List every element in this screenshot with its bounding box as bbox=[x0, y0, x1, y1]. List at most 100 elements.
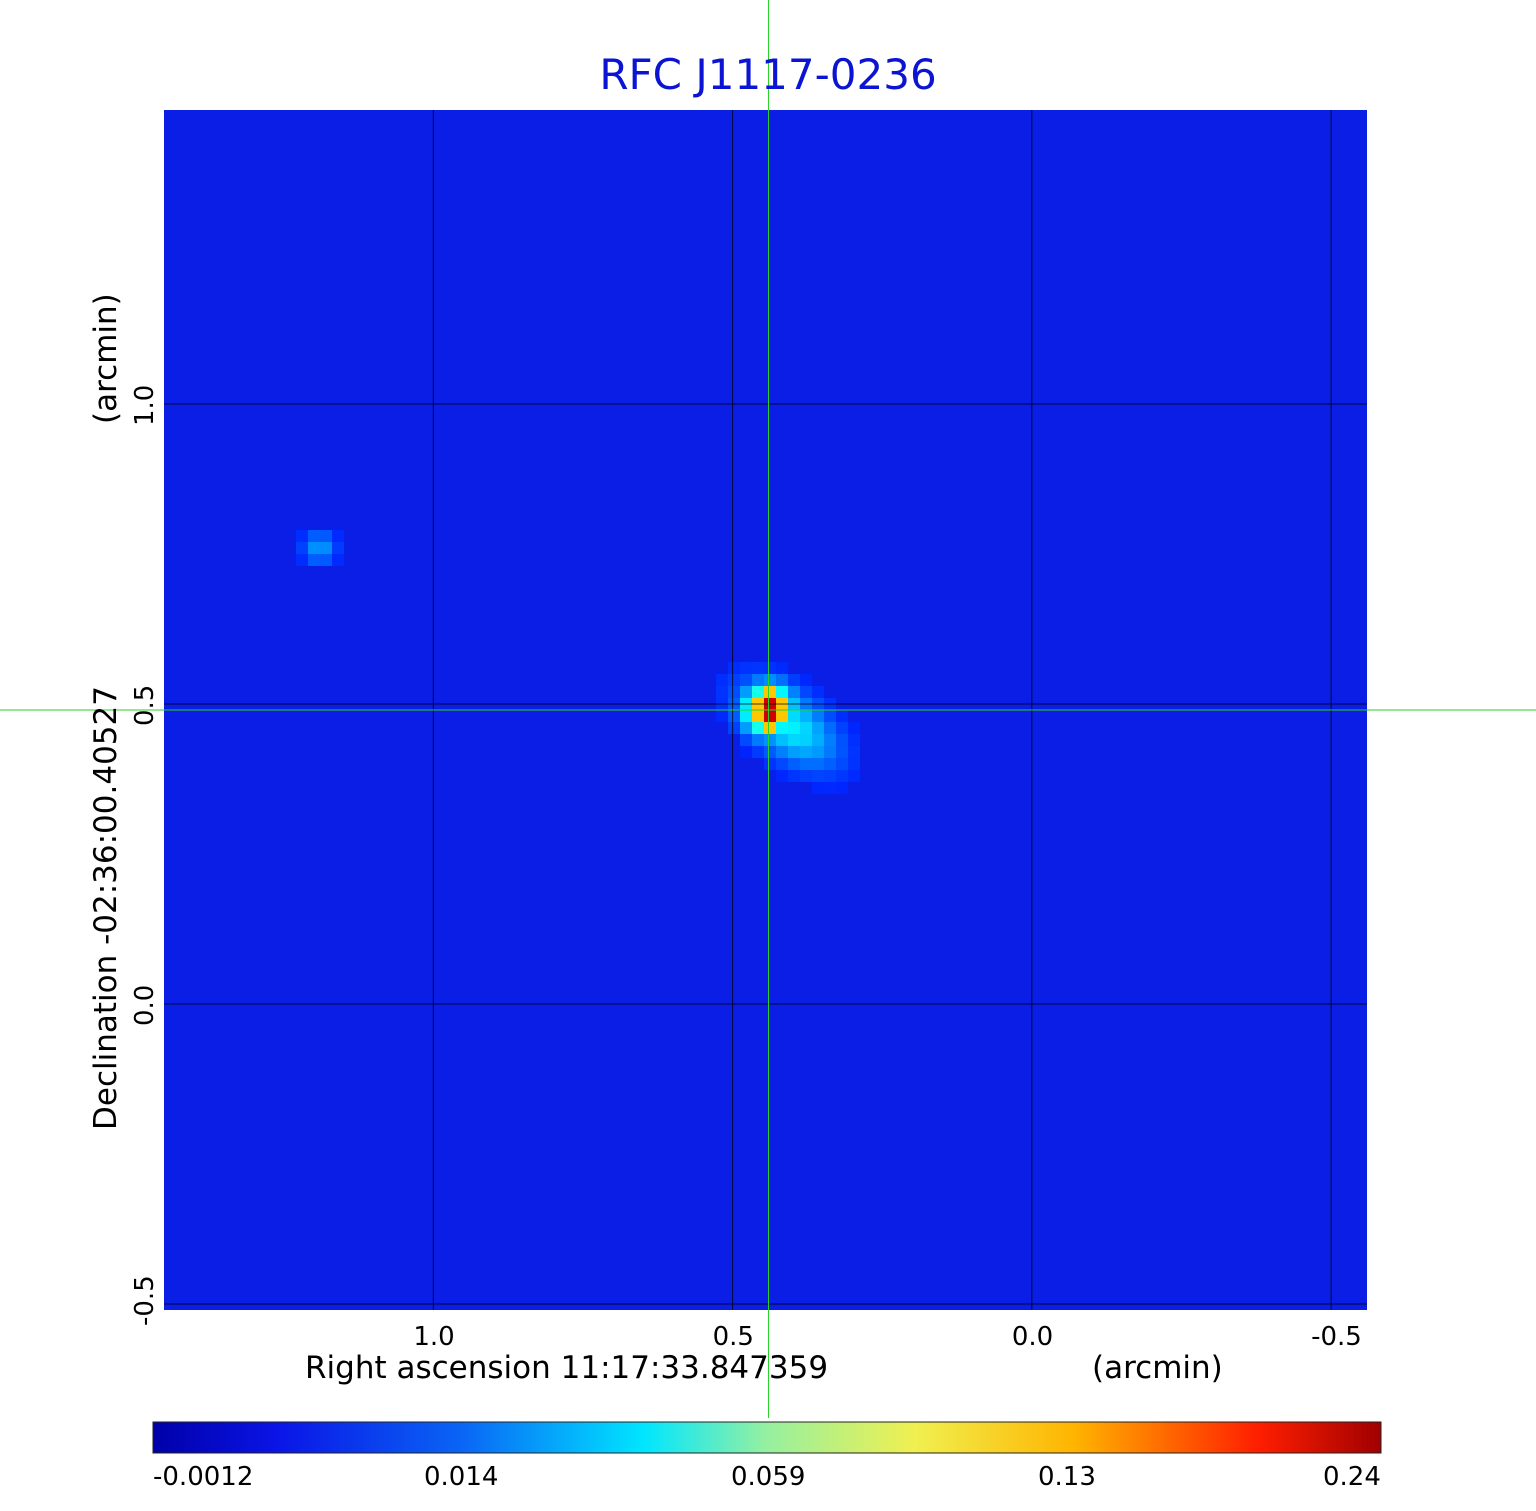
image-pixel bbox=[752, 746, 764, 758]
image-pixel bbox=[788, 674, 800, 686]
image-pixel bbox=[308, 554, 320, 566]
image-pixel bbox=[740, 686, 752, 698]
image-pixel bbox=[716, 710, 728, 722]
image-pixel bbox=[776, 710, 788, 722]
image-pixel bbox=[320, 530, 332, 542]
image-pixel bbox=[812, 782, 824, 794]
colorbar-tick-label: -0.0012 bbox=[153, 1462, 254, 1492]
image-pixel bbox=[776, 746, 788, 758]
image-pixel bbox=[800, 674, 812, 686]
image-pixel bbox=[764, 758, 776, 770]
image-pixel bbox=[752, 710, 764, 722]
image-pixel bbox=[812, 770, 824, 782]
image-pixel bbox=[716, 674, 728, 686]
image-pixels bbox=[296, 530, 860, 794]
x-axis-unit: (arcmin) bbox=[1092, 1350, 1223, 1386]
image-pixel bbox=[836, 734, 848, 746]
image-pixel bbox=[296, 542, 308, 554]
image-pixel bbox=[848, 770, 860, 782]
x-tick-label: 0.0 bbox=[1011, 1322, 1054, 1352]
image-pixel bbox=[836, 722, 848, 734]
image-pixel bbox=[824, 746, 836, 758]
image-pixel bbox=[812, 734, 824, 746]
image-pixel bbox=[812, 710, 824, 722]
image-pixel bbox=[812, 722, 824, 734]
image-pixel bbox=[752, 674, 764, 686]
x-tick-label: 1.0 bbox=[413, 1322, 455, 1352]
image-pixel bbox=[824, 722, 836, 734]
image-pixel bbox=[740, 734, 752, 746]
y-tick-label: 0.0 bbox=[130, 984, 160, 1026]
image-pixel bbox=[824, 710, 836, 722]
image-pixel bbox=[788, 710, 800, 722]
y-axis-label: Declination -02:36:00.40527 bbox=[88, 686, 124, 1130]
image-pixel bbox=[776, 758, 788, 770]
x-tick-label: -0.5 bbox=[1311, 1322, 1362, 1352]
crosshair bbox=[0, 0, 1536, 1418]
y-tick-label: -0.5 bbox=[130, 1275, 160, 1326]
image-pixel bbox=[800, 746, 812, 758]
image-pixel bbox=[752, 722, 764, 734]
image-pixel bbox=[800, 734, 812, 746]
image-pixel bbox=[296, 554, 308, 566]
image-pixel bbox=[308, 530, 320, 542]
image-pixel bbox=[812, 758, 824, 770]
colorbar-tick-label: 0.24 bbox=[1323, 1462, 1381, 1492]
image-pixel bbox=[848, 722, 860, 734]
image-pixel bbox=[332, 530, 344, 542]
image-pixel bbox=[836, 758, 848, 770]
image-pixel bbox=[740, 662, 752, 674]
image-pixel bbox=[764, 710, 776, 722]
image-pixel bbox=[800, 686, 812, 698]
image-pixel bbox=[728, 662, 740, 674]
x-axis-label: Right ascension 11:17:33.847359 bbox=[305, 1350, 829, 1386]
image-pixel bbox=[824, 770, 836, 782]
image-pixel bbox=[848, 758, 860, 770]
image-pixel bbox=[800, 722, 812, 734]
image-pixel bbox=[320, 542, 332, 554]
image-pixel bbox=[764, 722, 776, 734]
y-axis-unit: (arcmin) bbox=[88, 293, 124, 424]
image-pixel bbox=[836, 746, 848, 758]
image-pixel bbox=[824, 782, 836, 794]
image-pixel bbox=[332, 542, 344, 554]
image-pixel bbox=[836, 770, 848, 782]
image-pixel bbox=[740, 722, 752, 734]
image-pixel bbox=[308, 542, 320, 554]
image-pixel bbox=[332, 554, 344, 566]
image-pixel bbox=[776, 770, 788, 782]
image-pixel bbox=[752, 686, 764, 698]
image-pixel bbox=[812, 686, 824, 698]
image-pixel bbox=[764, 734, 776, 746]
image-pixel bbox=[740, 674, 752, 686]
image-pixel bbox=[788, 770, 800, 782]
image-pixel bbox=[752, 734, 764, 746]
image-pixel bbox=[740, 746, 752, 758]
colorbar bbox=[152, 1421, 1382, 1454]
image-pixel bbox=[728, 722, 740, 734]
image-pixel bbox=[788, 758, 800, 770]
colorbar-tick-label: 0.059 bbox=[731, 1462, 806, 1492]
image-pixel bbox=[776, 686, 788, 698]
colorbar-tick-label: 0.014 bbox=[424, 1462, 499, 1492]
image-pixel bbox=[776, 674, 788, 686]
image-pixel bbox=[764, 746, 776, 758]
image-pixel bbox=[824, 758, 836, 770]
image-pixel bbox=[788, 746, 800, 758]
image-pixel bbox=[824, 734, 836, 746]
image-pixel bbox=[752, 662, 764, 674]
image-pixel bbox=[776, 722, 788, 734]
image-pixel bbox=[800, 770, 812, 782]
image-pixel bbox=[788, 686, 800, 698]
colorbar-tick-label: 0.13 bbox=[1038, 1462, 1096, 1492]
image-pixel bbox=[800, 758, 812, 770]
image-pixel bbox=[848, 734, 860, 746]
image-pixel bbox=[716, 686, 728, 698]
chart-title: RFC J1117-0236 bbox=[599, 50, 937, 99]
image-pixel bbox=[788, 734, 800, 746]
image-pixel bbox=[836, 782, 848, 794]
image-pixel bbox=[764, 662, 776, 674]
image-pixel bbox=[764, 686, 776, 698]
